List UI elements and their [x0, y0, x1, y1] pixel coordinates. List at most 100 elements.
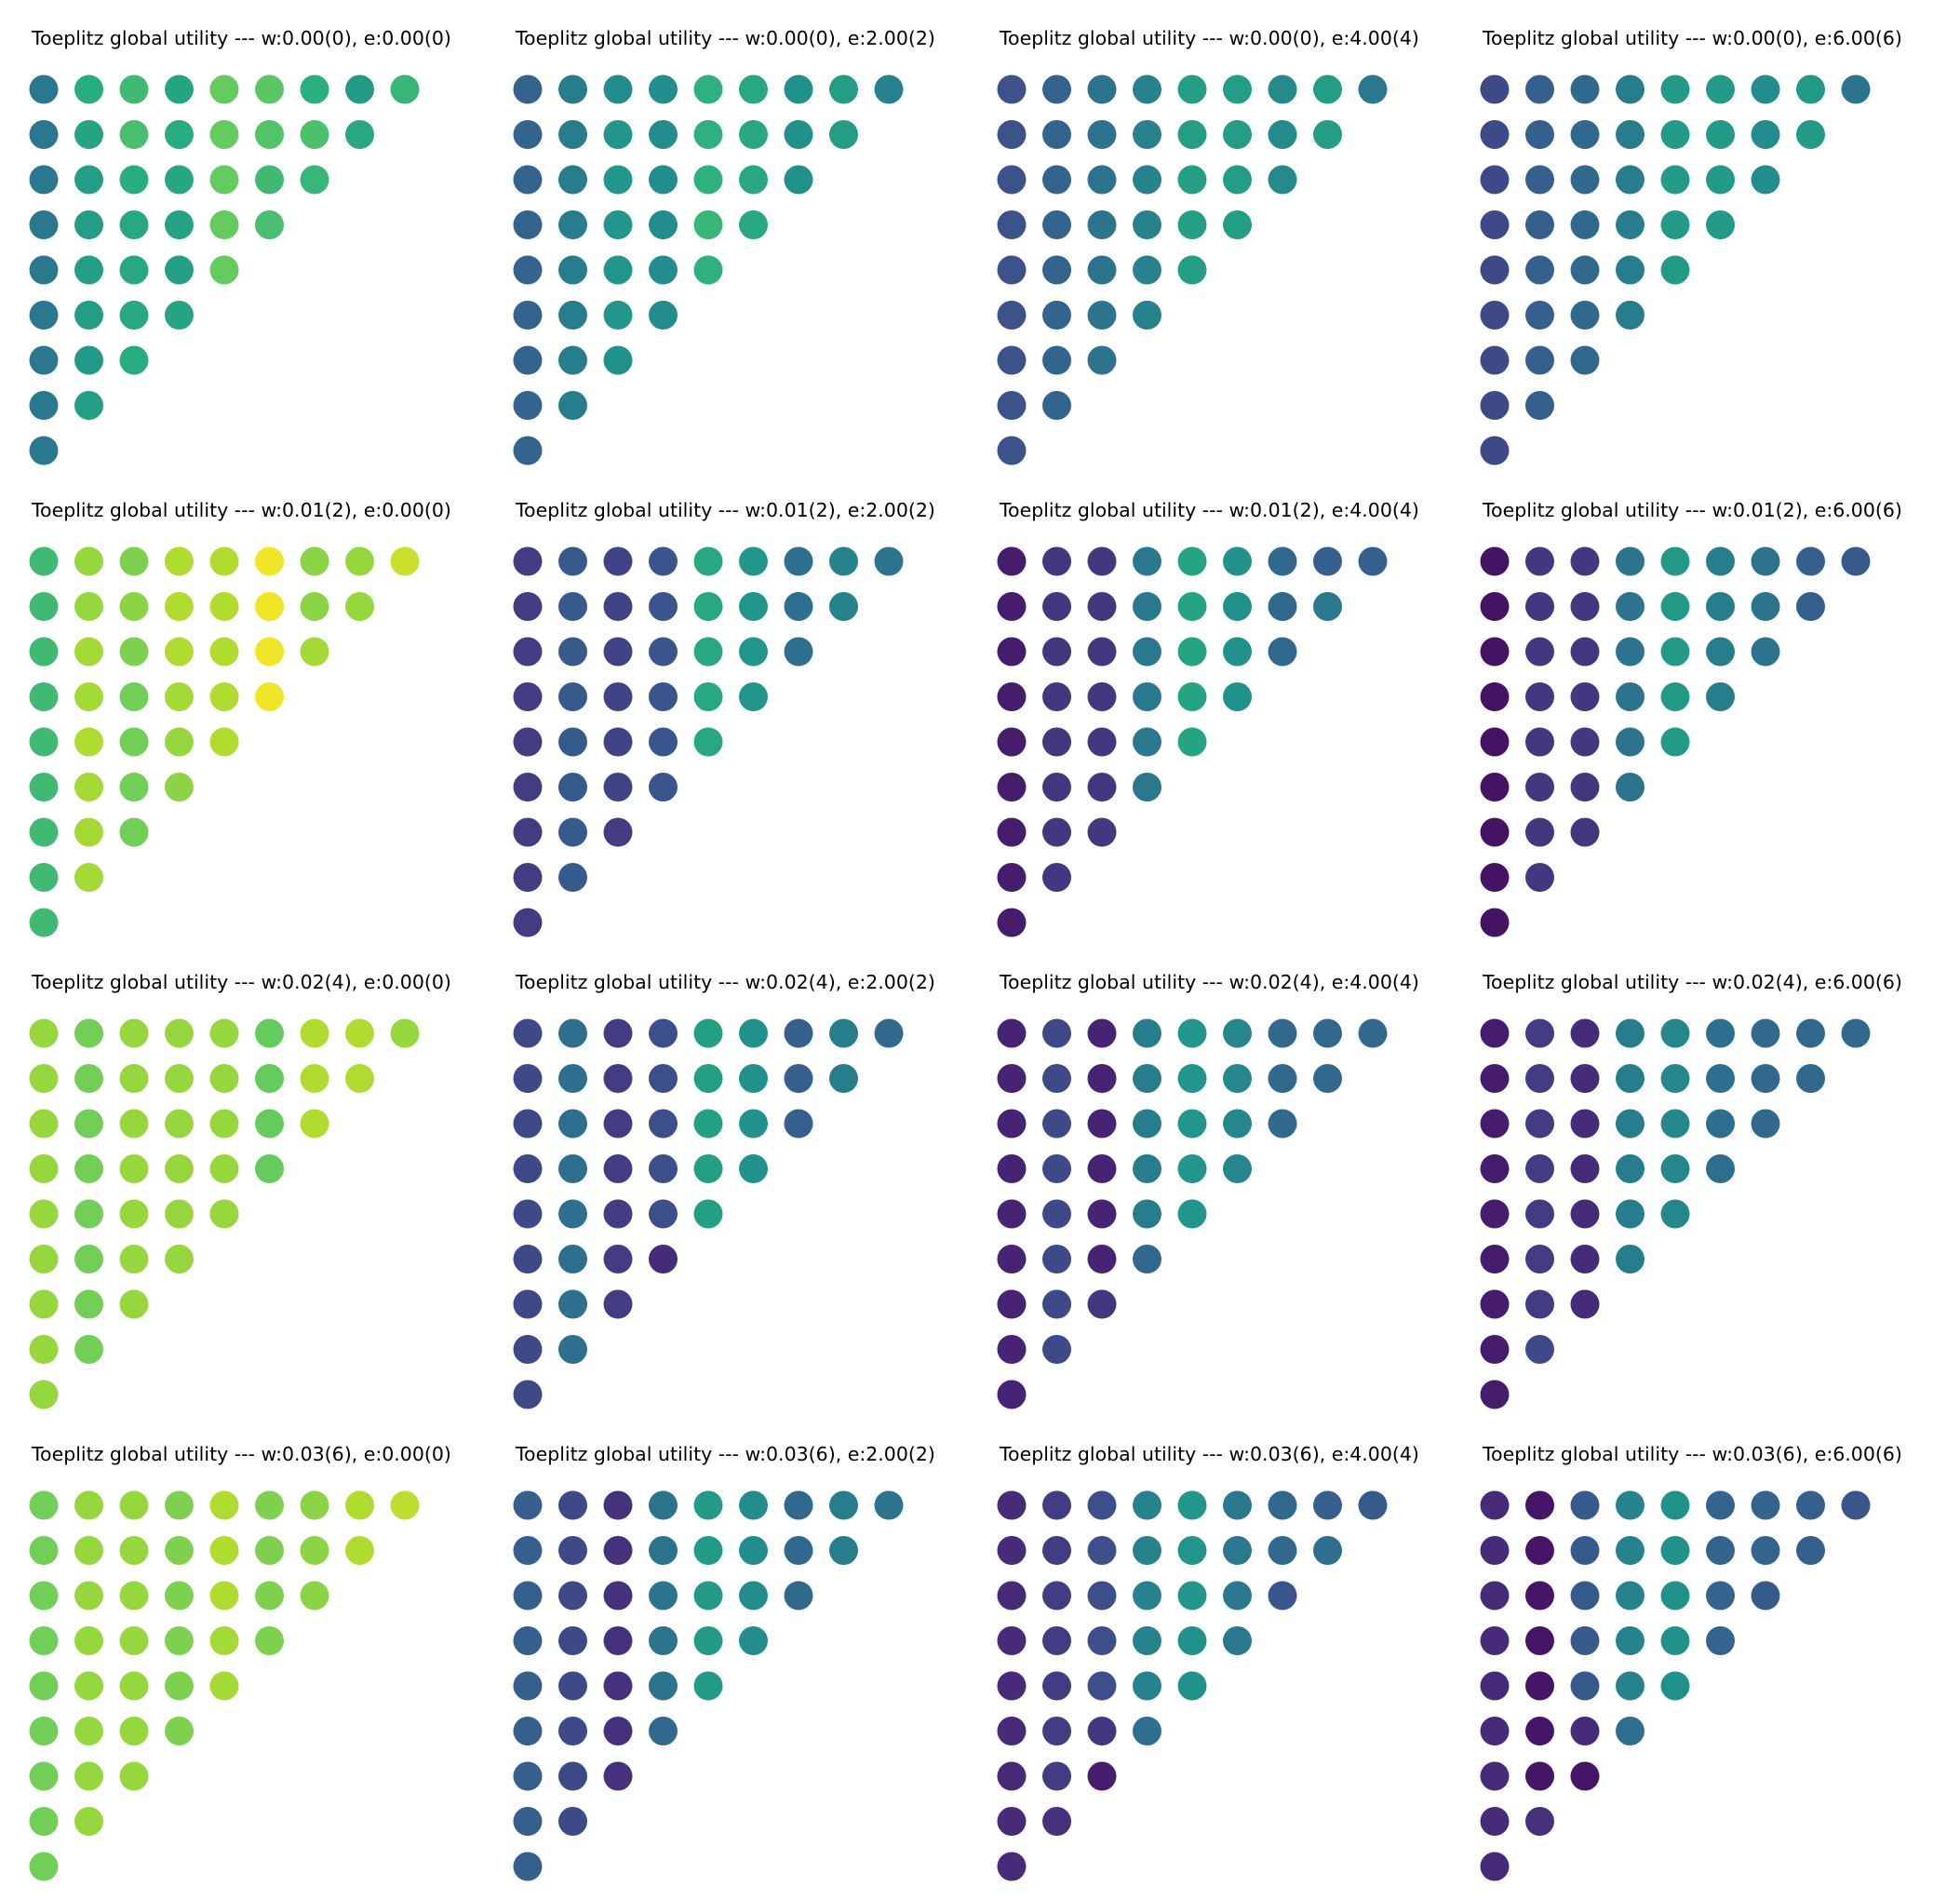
dot-r4-c2 [603, 727, 633, 757]
dot-r3-c1 [558, 682, 587, 711]
dot-r7-c0 [997, 1335, 1027, 1364]
dot-r4-c1 [74, 727, 103, 757]
dot-r0-c5 [255, 1018, 284, 1048]
dot-matrix [997, 1018, 1388, 1409]
dot-r4-c0 [29, 727, 59, 757]
dot-r1-c7 [1796, 1064, 1825, 1093]
dot-r8-c0 [29, 908, 59, 937]
dot-r0-c7 [1313, 1490, 1342, 1520]
dot-matrix [29, 74, 420, 465]
dot-r2-c6 [300, 165, 329, 195]
dot-r4-c4 [693, 1671, 723, 1701]
dot-r0-c6 [784, 1490, 813, 1520]
dot-r0-c0 [513, 1018, 543, 1048]
dot-r4-c3 [649, 727, 678, 757]
dot-r0-c7 [1313, 546, 1342, 576]
dot-r3-c5 [739, 682, 768, 711]
dot-r0-c4 [693, 1018, 723, 1048]
dot-r1-c5 [255, 1064, 284, 1093]
dot-r3-c3 [1616, 210, 1645, 239]
dot-r0-c6 [1268, 546, 1297, 576]
dot-r1-c5 [255, 120, 284, 149]
dot-r2-c4 [1660, 1581, 1690, 1610]
dot-r5-c0 [1480, 301, 1510, 330]
dot-r2-c5 [1706, 1109, 1735, 1139]
dot-r6-c2 [1570, 1761, 1600, 1791]
dot-r0-c3 [1616, 1490, 1645, 1520]
dot-r1-c1 [1042, 120, 1071, 149]
dot-r1-c7 [1796, 592, 1825, 621]
dot-r5-c2 [119, 301, 149, 330]
panel-4-4: Toeplitz global utility --- w:0.03(6), e… [1451, 1416, 1935, 1881]
dot-r0-c7 [1796, 546, 1825, 576]
dot-r3-c4 [693, 682, 723, 711]
dot-r0-c1 [558, 546, 587, 576]
dot-r2-c4 [1660, 637, 1690, 667]
dot-r5-c0 [513, 1245, 543, 1273]
dot-r1-c7 [829, 592, 858, 621]
dot-r2-c4 [693, 637, 723, 667]
dot-r3-c5 [739, 210, 768, 239]
dot-r1-c1 [1525, 1536, 1554, 1565]
dot-r3-c2 [603, 210, 633, 239]
dot-r2-c3 [165, 1581, 194, 1610]
dot-r0-c1 [1042, 1018, 1071, 1048]
dot-r2-c6 [1751, 1581, 1780, 1610]
dot-r0-c5 [255, 546, 284, 576]
dot-matrix [997, 546, 1388, 937]
dot-r7-c1 [558, 1807, 587, 1836]
dot-r4-c4 [693, 1199, 723, 1229]
dot-r5-c2 [603, 1245, 633, 1273]
dot-r0-c7 [829, 1018, 858, 1048]
dot-r2-c2 [1570, 1109, 1600, 1139]
dot-r0-c0 [1480, 546, 1510, 576]
dot-r3-c1 [1525, 1626, 1554, 1655]
dot-r4-c0 [1480, 1199, 1510, 1229]
dot-r0-c3 [165, 1490, 194, 1520]
dot-r2-c3 [165, 165, 194, 195]
dot-r0-c5 [1223, 74, 1252, 104]
dot-r4-c4 [693, 255, 723, 285]
dot-r4-c1 [1525, 1199, 1554, 1229]
dot-r0-c6 [1751, 546, 1780, 576]
dot-r1-c0 [1480, 1064, 1510, 1093]
dot-r4-c1 [558, 1671, 587, 1701]
dot-r5-c1 [558, 1717, 587, 1745]
dot-r0-c8 [1841, 74, 1871, 104]
dot-r1-c5 [1706, 1536, 1735, 1565]
dot-r2-c1 [558, 1109, 587, 1139]
dot-r3-c4 [693, 210, 723, 239]
dot-r4-c2 [1570, 1199, 1600, 1229]
dot-r0-c6 [1268, 74, 1297, 104]
dot-r0-c5 [739, 1018, 768, 1048]
dot-r8-c0 [513, 908, 543, 937]
dot-r2-c1 [1042, 637, 1071, 667]
dot-r3-c2 [1087, 1154, 1117, 1183]
dot-matrix [1480, 1490, 1871, 1881]
dot-r0-c2 [119, 74, 149, 104]
dot-r0-c7 [829, 546, 858, 576]
dot-r5-c1 [1525, 301, 1554, 330]
dot-r5-c1 [558, 1245, 587, 1273]
dot-r4-c4 [1177, 255, 1207, 285]
dot-r1-c3 [165, 1064, 194, 1093]
dot-r3-c1 [558, 210, 587, 239]
dot-r6-c2 [1570, 817, 1600, 847]
dot-r7-c1 [1525, 1807, 1554, 1836]
panel-2-2: Toeplitz global utility --- w:0.01(2), e… [484, 472, 968, 937]
dot-r1-c5 [255, 592, 284, 621]
dot-r1-c7 [829, 120, 858, 149]
dot-r2-c1 [1042, 1581, 1071, 1610]
dot-r0-c7 [345, 546, 374, 576]
dot-r0-c8 [390, 1018, 420, 1048]
dot-r0-c3 [1616, 1018, 1645, 1048]
dot-r0-c3 [1133, 546, 1161, 576]
dot-r1-c3 [1133, 1536, 1161, 1565]
dot-r2-c0 [1480, 1109, 1510, 1139]
dot-r2-c0 [513, 165, 543, 195]
dot-matrix [29, 1018, 420, 1409]
dot-r2-c0 [997, 1109, 1027, 1139]
panel-title: Toeplitz global utility --- w:0.01(2), e… [1000, 499, 1419, 521]
dot-r5-c0 [29, 773, 59, 802]
